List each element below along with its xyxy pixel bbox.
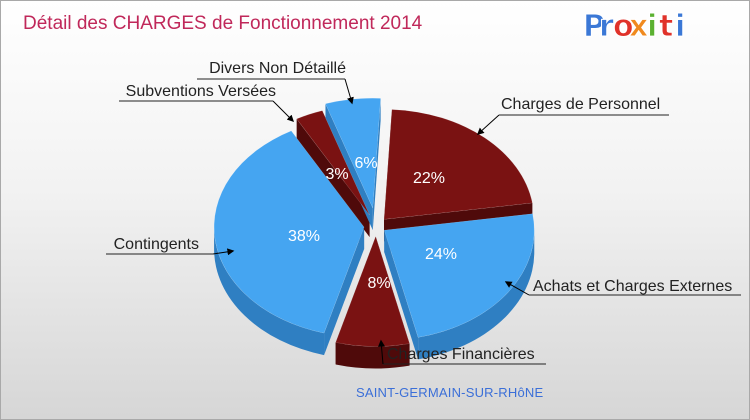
pie-slices	[213, 97, 535, 369]
pie-slice-charges-de-personnel	[383, 109, 533, 220]
leader-arrow	[377, 339, 385, 365]
leader-arrow	[476, 114, 500, 135]
pie-slice-subventions-vers-es	[296, 110, 370, 216]
pie-slice-contingents	[213, 130, 365, 334]
pie-slice-charges-financi-res	[335, 235, 410, 347]
leader-arrow	[344, 78, 354, 105]
logo-letter: x	[629, 9, 648, 44]
slice-percent-label: 38%	[288, 228, 320, 245]
slice-side	[418, 230, 535, 360]
pie-slice-achats-et-charges-externes	[383, 213, 535, 338]
slice-wall	[372, 98, 381, 231]
slice-wall	[324, 227, 365, 356]
logo-letter: i	[647, 9, 657, 44]
slice-percent-label: 24%	[425, 246, 457, 263]
slice-category-label: Contingents	[114, 236, 199, 253]
leader-arrow	[212, 248, 235, 256]
logo-letter: o	[613, 9, 634, 44]
slice-percent-label: 6%	[354, 155, 377, 172]
slice-side	[335, 342, 410, 369]
slice-category-label: Subventions Versées	[126, 83, 276, 100]
slice-category-label: Divers Non Détaillé	[209, 60, 346, 77]
slice-wall	[384, 230, 419, 360]
slice-percent-label: 3%	[325, 166, 348, 183]
slice-category-label: Charges Financières	[387, 346, 535, 363]
slice-category-label: Achats et Charges Externes	[533, 278, 732, 295]
proxiti-logo: Pr oxi t i	[583, 9, 686, 45]
slice-percent-label: 22%	[413, 170, 445, 187]
leader-arrow	[504, 281, 530, 296]
city-name: SAINT-GERMAIN-SUR-RHôNE	[356, 385, 544, 400]
slice-percent-label: 8%	[367, 275, 390, 292]
logo-letter: P	[583, 9, 605, 44]
logo-letter: r	[599, 9, 614, 44]
leader-arrow	[272, 100, 294, 122]
chart-title: Détail des CHARGES de Fonctionnement 201…	[23, 13, 423, 34]
slice-wall	[296, 118, 370, 238]
slice-side	[214, 227, 325, 356]
logo-letter: i	[675, 9, 685, 44]
slice-category-label: Charges de Personnel	[501, 96, 660, 113]
logo-letter: t	[659, 9, 673, 44]
